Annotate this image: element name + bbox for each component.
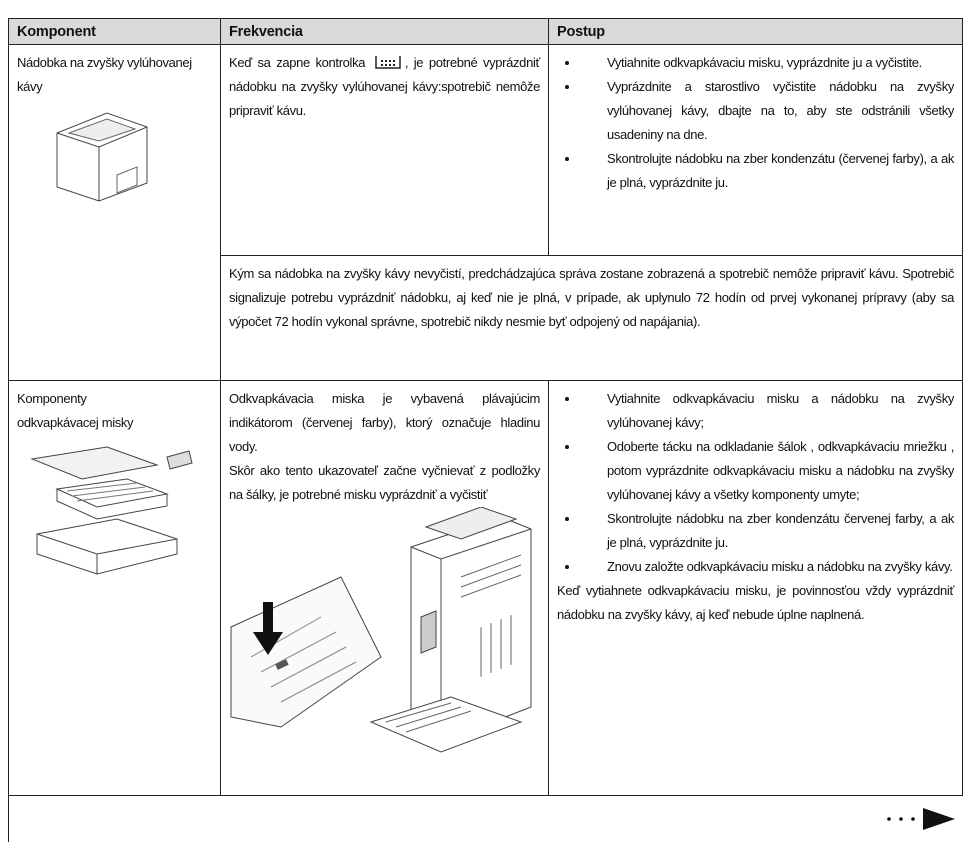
bullet <box>565 85 569 89</box>
component-name: Komponenty odkvapkávacej misky <box>17 391 134 430</box>
note-cell: Kým sa nádobka na zvyšky kávy nevyčistí,… <box>220 255 963 381</box>
text: Vyprázdnite a starostlivo vyčistite nádo… <box>607 79 954 142</box>
procedure-cell: Vytiahnite odkvapkávaciu misku a nádobku… <box>548 380 963 796</box>
text: Vytiahnite odkvapkávaciu misku a nádobku… <box>607 391 954 430</box>
procedure-item: Znovu založte odkvapkávaciu misku a nádo… <box>557 555 954 579</box>
procedure-list: Vytiahnite odkvapkávaciu misku, vyprázdn… <box>557 51 954 195</box>
continue-arrow <box>887 808 955 830</box>
header-text: Komponent <box>17 24 96 40</box>
header-cell: Postup <box>548 18 963 45</box>
header-cell: Komponent <box>8 18 221 45</box>
header-text: Postup <box>557 24 605 40</box>
note-text: Keď vytiahnete odkvapkávaciu misku, je p… <box>557 583 954 622</box>
header-cell: Frekvencia <box>220 18 549 45</box>
bullet <box>565 517 569 521</box>
frequency-text: Odkvapkávacia miska je vybavená plávajúc… <box>229 391 540 454</box>
procedure-item: Skontrolujte nádobku na zber kondenzátu … <box>557 147 954 195</box>
frequency-cell: Odkvapkávacia miska je vybavená plávajúc… <box>220 380 549 796</box>
note-text: Kým sa nádobka na zvyšky kávy nevyčistí,… <box>229 266 954 329</box>
machine-illustration <box>230 507 532 753</box>
procedure-item: Odoberte tácku na odkladanie šálok , odk… <box>557 435 954 507</box>
component-cell: Komponenty odkvapkávacej misky <box>8 380 221 796</box>
bullet <box>565 565 569 569</box>
procedure-list: Vytiahnite odkvapkávaciu misku a nádobku… <box>557 387 954 579</box>
procedure-item: Skontrolujte nádobku na zber kondenzátu … <box>557 507 954 555</box>
frequency-text: Skôr ako tento ukazovateľ začne vyčnieva… <box>229 463 540 502</box>
header-text: Frekvencia <box>229 24 303 40</box>
text: Skontrolujte nádobku na zber kondenzátu … <box>607 151 954 190</box>
bullet <box>565 397 569 401</box>
procedure-item: Vyprázdnite a starostlivo vyčistite nádo… <box>557 75 954 147</box>
text: Vytiahnite odkvapkávaciu misku, vyprázdn… <box>607 55 922 70</box>
bullet <box>565 61 569 65</box>
frequency-text: , je potrebné vyprázdniť nádobku na zvyš… <box>229 55 541 118</box>
frequency-cell: Keď sa zapne kontrolka , je potrebné vyp… <box>220 44 549 256</box>
grounds-container-illustration <box>56 112 148 202</box>
component-cell: Nádobka na zvyšky vylúhovanej kávy <box>8 44 221 381</box>
continuation-row <box>8 795 963 842</box>
procedure-item: Vytiahnite odkvapkávaciu misku a nádobku… <box>557 387 954 435</box>
indicator-icon <box>375 56 401 69</box>
bullet <box>565 445 569 449</box>
text: Znovu založte odkvapkávaciu misku a nádo… <box>607 559 953 574</box>
frequency-text: Keď sa zapne kontrolka <box>229 55 366 70</box>
procedure-cell: Vytiahnite odkvapkávaciu misku, vyprázdn… <box>548 44 963 256</box>
component-name: Nádobka na zvyšky vylúhovanej kávy <box>17 55 192 94</box>
text: Odoberte tácku na odkladanie šálok , odk… <box>607 439 954 502</box>
text: Skontrolujte nádobku na zber kondenzátu … <box>607 511 954 550</box>
procedure-item: Vytiahnite odkvapkávaciu misku, vyprázdn… <box>557 51 954 75</box>
bullet <box>565 157 569 161</box>
drip-tray-illustration <box>30 446 193 575</box>
